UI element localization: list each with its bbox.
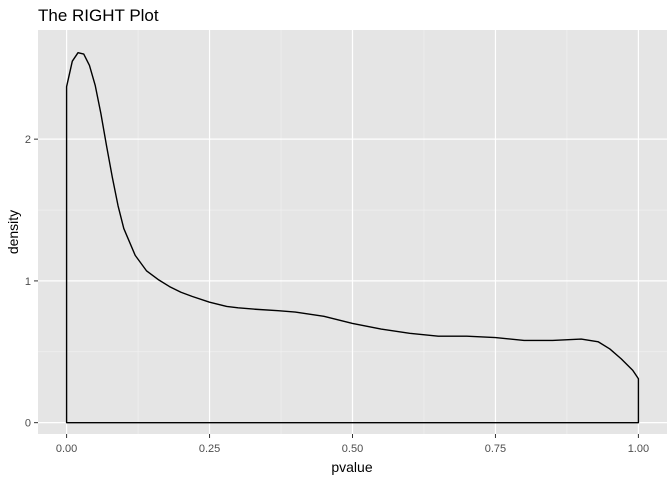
x-tick-label: 1.00 — [628, 443, 649, 455]
chart-title: The RIGHT Plot — [38, 6, 159, 25]
y-tick-label: 2 — [25, 134, 31, 146]
x-axis-ticks: 0.00 0.25 0.50 0.75 1.00 — [56, 434, 649, 455]
density-curve — [65, 51, 640, 424]
y-axis-ticks: 0 1 2 — [25, 134, 38, 430]
x-tick-label: 0.25 — [199, 443, 220, 455]
x-tick-label: 0.50 — [342, 443, 363, 455]
x-tick-label: 0.00 — [56, 443, 77, 455]
x-tick-label: 0.75 — [485, 443, 506, 455]
x-axis-title: pvalue — [331, 459, 372, 475]
y-axis-title: density — [5, 210, 21, 254]
y-tick-label: 0 — [25, 418, 31, 430]
y-tick-label: 1 — [25, 276, 31, 288]
